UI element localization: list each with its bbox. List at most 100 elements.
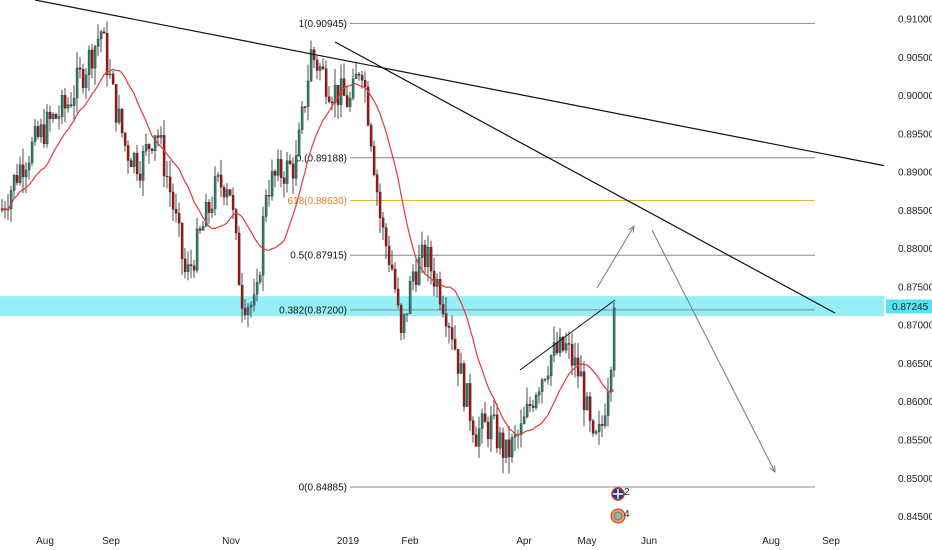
candle-body: [33, 126, 37, 142]
y-tick-label: 0.88000: [898, 244, 932, 255]
candle-body: [360, 75, 364, 81]
x-tick-label: Apr: [516, 536, 532, 547]
y-tick-label: 0.84500: [898, 512, 932, 523]
candle-body: [87, 49, 91, 76]
candle-body: [477, 428, 481, 447]
candle-body: [495, 414, 499, 449]
candle-body: [78, 67, 82, 70]
candle-body: [384, 227, 388, 247]
candle-body: [375, 174, 379, 193]
candle-body: [288, 160, 292, 164]
y-tick-label: 0.88500: [898, 206, 932, 217]
y-tick-label: 0.90000: [898, 91, 932, 102]
candle-body: [267, 195, 271, 197]
x-tick-label: Aug: [762, 536, 780, 547]
candle-body: [321, 66, 325, 69]
candle-body: [15, 175, 19, 183]
candle-body: [180, 223, 184, 260]
candle-body: [30, 141, 34, 164]
candle-body: [96, 38, 100, 47]
candle-body: [255, 282, 259, 295]
candle-body: [159, 135, 163, 138]
candle-body: [438, 278, 442, 305]
candle-body: [243, 308, 247, 316]
candle-body: [345, 95, 349, 107]
candle-body: [480, 413, 484, 429]
event-count: 2: [624, 487, 630, 498]
candle-body: [141, 151, 145, 181]
event-icons[interactable]: 24: [610, 487, 630, 524]
candle-body: [450, 327, 454, 340]
candle-body: [303, 106, 307, 108]
candle-body: [519, 423, 523, 435]
candle-body: [513, 434, 517, 438]
candle-body: [429, 246, 433, 272]
candle-body: [138, 173, 142, 181]
candle-body: [588, 396, 592, 421]
candle-body: [66, 104, 70, 109]
candle-body: [93, 46, 97, 69]
candle-body: [501, 432, 505, 458]
candle-body: [90, 49, 94, 69]
candle-body: [333, 85, 337, 104]
candle-body: [573, 357, 577, 366]
candle-body: [261, 216, 265, 276]
candle-body: [174, 209, 178, 214]
candle-body: [273, 171, 277, 176]
candle-body: [570, 344, 574, 366]
candle-body: [369, 124, 373, 147]
candle-body: [150, 148, 154, 151]
fib-label-1: 0.(0.89188): [296, 153, 347, 164]
candle-body: [540, 379, 544, 392]
arrow-up: [596, 226, 634, 289]
candle-body: [195, 228, 199, 271]
globe-icon[interactable]: 4: [610, 508, 630, 524]
candle-body: [546, 375, 550, 380]
fib-label-0: 1(0.90945): [299, 19, 347, 30]
candle-body: [585, 396, 589, 411]
candle-body: [555, 342, 559, 353]
candle-body: [234, 209, 238, 234]
candle-body: [462, 363, 466, 407]
candle-body: [48, 111, 52, 120]
candle-body: [102, 31, 106, 34]
candle-body: [231, 195, 235, 210]
candle-body: [156, 135, 160, 138]
candle-body: [327, 96, 331, 102]
candle-body: [423, 244, 427, 268]
candle-body: [258, 275, 262, 283]
candle-body: [597, 424, 601, 432]
candle-body: [387, 245, 391, 265]
candle-body: [351, 78, 355, 99]
candle-body: [114, 84, 118, 123]
candle-body: [543, 379, 547, 381]
x-tick-label: Sep: [822, 536, 840, 547]
candle-body: [63, 95, 67, 109]
candle-body: [504, 439, 508, 458]
candle-body: [246, 306, 250, 316]
candle-body: [21, 164, 25, 178]
candle-body: [465, 383, 469, 407]
time-axis-bg: [0, 528, 932, 550]
candle-body: [213, 176, 217, 210]
candle-body: [363, 80, 367, 88]
candle-body: [498, 432, 502, 449]
candle-body: [537, 391, 541, 396]
candle-body: [567, 343, 571, 345]
y-tick-label: 0.87500: [898, 282, 932, 293]
candle-body: [453, 339, 457, 350]
candle-body: [51, 114, 55, 120]
candle-body: [111, 73, 115, 85]
y-tick-label: 0.86000: [898, 397, 932, 408]
flag-uk-icon[interactable]: 2: [611, 487, 630, 501]
candle-body: [225, 189, 229, 198]
candle-body: [147, 144, 151, 150]
support-zone-layer: [0, 296, 932, 317]
candle-body: [126, 145, 130, 161]
candle-body: [408, 280, 412, 314]
x-tick-label: Feb: [401, 536, 419, 547]
candle-body: [459, 363, 463, 374]
candle-body: [594, 431, 598, 434]
candle-body: [84, 74, 88, 88]
